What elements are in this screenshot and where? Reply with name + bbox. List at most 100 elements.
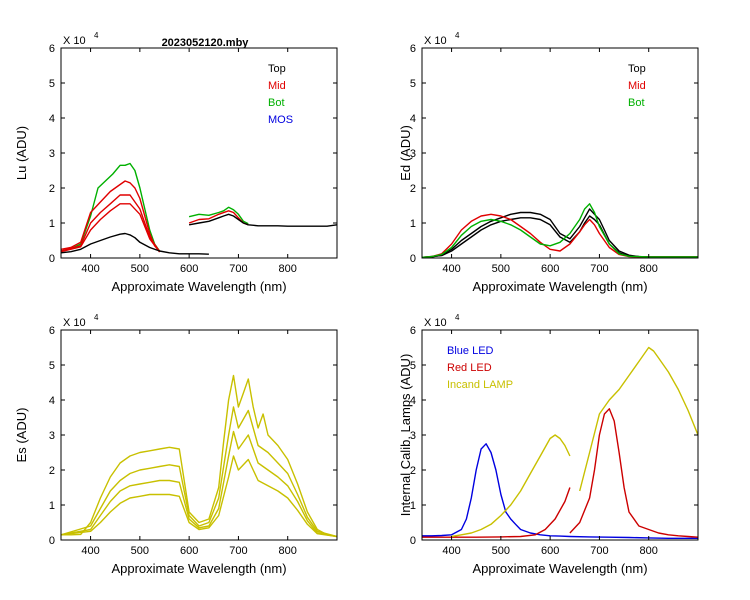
lamps-plot-area <box>422 346 698 539</box>
ed-y-multiplier: X 10 <box>424 35 447 47</box>
lamps-x-tick-label: 500 <box>492 545 510 557</box>
lu-series-top-line-1 <box>188 213 337 227</box>
ed-y-tick-label: 1 <box>410 218 416 230</box>
lu-y-tick-label: 6 <box>49 43 55 55</box>
es-y-multiplier: X 10 <box>63 317 86 329</box>
lamps-y-axis-title: Internal Calib. Lamps (ADU) <box>398 354 413 517</box>
lamps-series-blue-led-line-0 <box>422 443 698 539</box>
lu-y-tick-label: 5 <box>49 78 55 90</box>
ed-series-bot-line-0 <box>422 203 698 258</box>
ed-y-tick-label: 5 <box>410 78 416 90</box>
lu-y-tick-label: 2 <box>49 183 55 195</box>
es-series-es-line-1 <box>61 406 337 538</box>
ed-legend-mid: Mid <box>628 80 646 92</box>
es-x-tick-label: 400 <box>81 545 99 557</box>
ed-plot-area <box>422 203 698 258</box>
es-y-tick-label: 4 <box>49 395 55 407</box>
lu-series-top-line-0 <box>61 232 209 255</box>
es-x-tick-label: 500 <box>131 545 149 557</box>
lamps-series-red-led-line-0 <box>422 487 571 538</box>
chart-ed: 400 500 600 700 800 0 1 2 3 4 5 6 X 10 4 Approximate W… <box>398 31 699 294</box>
lu-x-axis-title: Approximate Wavelength (nm) <box>111 279 286 294</box>
chart-lu: 400 500 600 700 800 0 1 2 3 4 5 6 X 10 4 Approximate W… <box>14 31 338 294</box>
es-x-tick-label: 800 <box>279 545 297 557</box>
ed-y-axis-title: Ed (ADU) <box>398 125 413 181</box>
lamps-y-tick-label: 0 <box>410 535 416 547</box>
ed-plot-frame <box>421 47 699 259</box>
lu-y-axis-title: Lu (ADU) <box>14 126 29 180</box>
lamps-legend-blue-led: Blue LED <box>447 345 494 357</box>
lu-legend-mid: Mid <box>268 80 286 92</box>
lu-y-multiplier: X 10 <box>63 35 86 47</box>
es-x-tick-label: 600 <box>180 545 198 557</box>
es-y-tick-label: 2 <box>49 465 55 477</box>
chart-es: 400 500 600 700 800 0 1 2 3 4 5 6 X 10 4 Approximate W… <box>14 313 338 576</box>
es-x-axis-title: Approximate Wavelength (nm) <box>111 561 286 576</box>
ed-y-tick-label: 2 <box>410 183 416 195</box>
ed-y-tick-label: 4 <box>410 113 416 125</box>
ed-x-tick-label: 800 <box>640 263 658 275</box>
lamps-x-tick-label: 800 <box>640 545 658 557</box>
es-plot-area <box>61 374 337 538</box>
lu-series-mid-line-1 <box>61 194 161 253</box>
lu-y-tick-label: 4 <box>49 113 55 125</box>
lamps-series-red-led-line-1 <box>569 408 698 538</box>
es-y-tick-label: 6 <box>49 325 55 337</box>
lamps-y-tick-label: 4 <box>410 395 416 407</box>
lu-x-tick-label: 400 <box>81 263 99 275</box>
ed-y-tick-label: 6 <box>410 43 416 55</box>
ed-y-tick-label: 0 <box>410 253 416 265</box>
ed-x-tick-label: 500 <box>492 263 510 275</box>
lamps-x-tick-label: 600 <box>541 545 559 557</box>
chart-lamps: 400 500 600 700 800 0 1 2 3 4 5 6 X 10 4 Approximate W… <box>398 313 699 576</box>
es-y-tick-label: 1 <box>49 500 55 512</box>
es-y-tick-label: 0 <box>49 535 55 547</box>
es-series-es-line-3 <box>61 455 337 538</box>
lamps-y-tick-label: 6 <box>410 325 416 337</box>
ed-legend-top: Top <box>628 63 646 75</box>
es-series-es-line-2 <box>61 430 337 538</box>
ed-y-multiplier-exponent: 4 <box>455 31 460 40</box>
ed-legend-bot: Bot <box>628 97 645 109</box>
es-y-tick-label: 5 <box>49 360 55 372</box>
lamps-x-axis-title: Approximate Wavelength (nm) <box>472 561 647 576</box>
lu-y-tick-label: 0 <box>49 253 55 265</box>
es-y-tick-label: 3 <box>49 430 55 442</box>
es-x-tick-label: 700 <box>229 545 247 557</box>
lu-legend-top: Top <box>268 63 286 75</box>
ed-series-mid-line-0 <box>422 213 698 258</box>
lamps-y-multiplier-exponent: 4 <box>455 313 460 322</box>
lu-y-multiplier-exponent: 4 <box>94 31 99 40</box>
es-y-axis-title: Es (ADU) <box>14 408 29 463</box>
lamps-y-tick-label: 5 <box>410 360 416 372</box>
lamps-legend-incand-lamp: Incand LAMP <box>447 379 513 391</box>
lu-y-tick-label: 1 <box>49 218 55 230</box>
lu-x-tick-label: 600 <box>180 263 198 275</box>
lu-y-tick-label: 3 <box>49 148 55 160</box>
lu-series-mid-line-2 <box>61 203 161 253</box>
es-series-es-line-0 <box>61 374 337 538</box>
ed-x-tick-label: 400 <box>442 263 460 275</box>
ed-x-tick-label: 600 <box>541 263 559 275</box>
lu-series-bot-line-1 <box>188 206 249 225</box>
lu-x-tick-label: 500 <box>131 263 149 275</box>
lamps-series-incand-lamp-line-1 <box>579 346 698 492</box>
lamps-y-tick-label: 3 <box>410 430 416 442</box>
lu-series-mid-line-0 <box>61 180 161 252</box>
lu-plot-area <box>61 162 337 255</box>
lamps-x-tick-label: 700 <box>590 545 608 557</box>
lamps-y-tick-label: 2 <box>410 465 416 477</box>
lu-legend-mos: MOS <box>268 114 293 126</box>
lamps-x-tick-label: 400 <box>442 545 460 557</box>
lu-x-tick-label: 700 <box>229 263 247 275</box>
ed-y-tick-label: 3 <box>410 148 416 160</box>
lamps-y-tick-label: 1 <box>410 500 416 512</box>
lamps-y-multiplier: X 10 <box>424 317 447 329</box>
lu-series-bot-line-0 <box>61 162 161 252</box>
lu-legend-bot: Bot <box>268 97 285 109</box>
figure-title: 2023052120.mby <box>162 37 250 49</box>
lu-x-tick-label: 800 <box>279 263 297 275</box>
lamps-legend-red-led: Red LED <box>447 362 492 374</box>
es-y-multiplier-exponent: 4 <box>94 313 99 322</box>
